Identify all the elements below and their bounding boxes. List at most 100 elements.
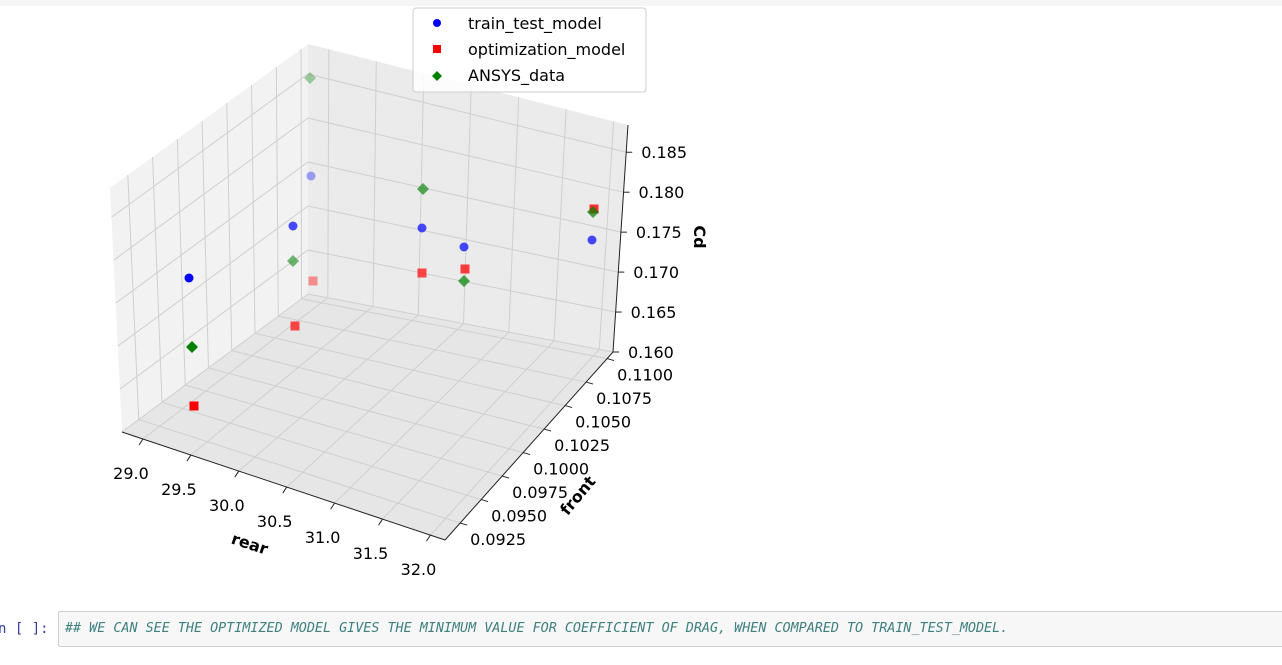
x-tick-label: 31.5 [353, 544, 389, 563]
y-gridline-floor [254, 332, 566, 407]
x-gridline-floor [142, 297, 329, 440]
y-gridline-left [226, 103, 233, 351]
x-axis-label: rear [229, 529, 271, 559]
point-ANSYS-data [458, 275, 470, 287]
z-tick-label: 0.185 [641, 143, 687, 162]
x-gridline-floor [382, 340, 555, 520]
point-optimization-model [189, 401, 199, 411]
z-gridline-back [307, 293, 614, 353]
z-axis-label: Cd [690, 225, 709, 248]
y-gridline-floor [208, 367, 524, 454]
x-gridline-floor [334, 331, 510, 504]
x-tick [330, 502, 336, 510]
legend-marker-optimization [433, 45, 441, 53]
z-gridline-back [307, 161, 622, 233]
y-tick-label: 0.1100 [617, 366, 673, 385]
y-gridline-floor [185, 384, 503, 477]
code-comment-text: ## WE CAN SEE THE OPTIMIZED MODEL GIVES … [65, 621, 1009, 636]
y-gridline-floor [138, 419, 461, 524]
y-tick [585, 381, 594, 385]
y-gridline-left [152, 157, 163, 403]
notebook-top-bar [0, 0, 1282, 6]
y-gridline-left [176, 139, 186, 386]
y-tick [543, 428, 552, 432]
z-gridline-left [115, 161, 309, 304]
y-gridline-floor [231, 350, 545, 430]
x-gridline-floor [190, 305, 374, 456]
y-tick-label: 0.0975 [512, 483, 568, 502]
data-points [184, 72, 599, 411]
z-gridline-left [111, 73, 309, 218]
point-optimization-model [417, 268, 427, 278]
z-tick-label: 0.180 [639, 183, 685, 202]
y-gridline-floor [161, 401, 482, 501]
x-tick [186, 454, 192, 462]
x-tick-label: 30.0 [209, 496, 245, 515]
z-gridline-back [307, 205, 619, 273]
y-tick [459, 522, 468, 526]
x-tick-label: 30.5 [257, 512, 293, 531]
x-tick-label: 29.0 [113, 464, 149, 483]
x-tick [138, 438, 144, 446]
point-ANSYS-data [287, 255, 299, 267]
z-tick-label: 0.165 [631, 303, 677, 322]
x-tick-label: 32.0 [401, 560, 437, 579]
y-tick-label: 0.0950 [491, 507, 547, 526]
x-gridline-floor [238, 314, 419, 472]
z-gridline-left [121, 293, 309, 433]
x-gridline-back [598, 121, 615, 350]
y-tick [501, 475, 510, 479]
x-gridline-back [553, 109, 567, 341]
floor-pane [122, 294, 613, 540]
point-ANSYS-data [417, 183, 429, 195]
point-train-test-model [417, 223, 427, 233]
point-train-test-model [288, 221, 298, 231]
y-tick-label: 0.1075 [596, 389, 652, 408]
legend-label-optimization: optimization_model [468, 40, 625, 60]
y-tick-label: 0.1025 [554, 436, 610, 455]
cell-prompt: n [ ]: [0, 621, 49, 637]
y-gridline-left [201, 121, 209, 368]
x-tick [426, 534, 431, 542]
y-gridline-left [127, 175, 140, 420]
point-optimization-model [460, 264, 470, 274]
code-cell-input[interactable]: ## WE CAN SEE THE OPTIMIZED MODEL GIVES … [58, 611, 1282, 647]
x-gridline-floor [286, 323, 464, 488]
y-gridline-left [251, 85, 256, 334]
point-train-test-model [459, 242, 469, 252]
x-tick [234, 470, 240, 478]
y-tick-label: 0.1050 [575, 413, 631, 432]
x-gridline-back [327, 49, 330, 298]
point-train-test-model [184, 273, 194, 283]
legend-label-ansys: ANSYS_data [468, 66, 565, 86]
y-tick-label: 0.0925 [470, 530, 526, 549]
x-tick [282, 486, 288, 494]
y-gridline-floor [278, 315, 587, 383]
legend-marker-train [433, 19, 441, 27]
point-train-test-model [587, 235, 597, 245]
x-axis-line [121, 431, 446, 541]
z-tick-label: 0.170 [633, 263, 679, 282]
z-tick-label: 0.160 [628, 343, 674, 362]
point-ANSYS-data [186, 341, 198, 353]
y-gridline-floor [301, 298, 608, 360]
z-axis-line [612, 124, 629, 353]
z-gridline-back [307, 117, 624, 193]
point-ANSYS-data [587, 206, 599, 218]
legend-marker-ansys [432, 71, 442, 81]
notebook-cell: n [ ]: ## WE CAN SEE THE OPTIMIZED MODEL… [0, 611, 1282, 649]
point-ANSYS-data [304, 72, 316, 84]
point-train-test-model [306, 171, 316, 181]
point-optimization-model [290, 321, 300, 331]
y-axis-line [444, 351, 614, 541]
x-gridline-back [508, 97, 520, 333]
x-tick-label: 29.5 [161, 480, 197, 499]
z-gridline-back [307, 73, 627, 153]
y-tick-label: 0.1000 [533, 460, 589, 479]
x-gridline-floor [430, 349, 600, 536]
axis-ticks: 29.0 29.5 30.0 30.5 31.0 31.5 32.0 0.0925 0.0950… [113, 143, 687, 579]
x-tick [378, 518, 383, 526]
legend-box [412, 7, 647, 93]
z-gridline-left [113, 117, 309, 261]
x-gridline-back [372, 61, 377, 307]
